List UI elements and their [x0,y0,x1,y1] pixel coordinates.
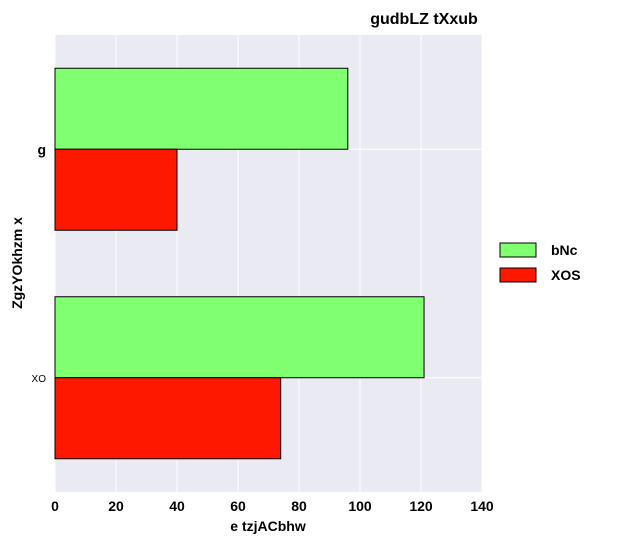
x-tick-label: 20 [108,498,124,514]
bar [54,148,178,231]
legend-swatch [499,267,537,283]
x-tick-label: 80 [291,498,307,514]
legend: bNc XOS [499,242,581,283]
x-axis-label: e tzjACbhw [230,518,306,534]
chart-title: gudbLZ tXxub [370,11,478,28]
x-tick-label: 0 [51,498,59,514]
legend-swatch [499,242,537,258]
y-axis-label: ZgzYOkhzm x [9,217,25,309]
x-tick-label: 60 [230,498,246,514]
bar [54,67,349,150]
x-tick-label: 100 [348,498,372,514]
x-tick-labels: 0 20 40 60 80 100 120 140 [51,498,494,514]
y-tick-labels: g XO [32,141,47,385]
x-tick-label: 40 [169,498,185,514]
legend-label: bNc [551,242,578,258]
x-tick-label: 140 [470,498,494,514]
legend-label: XOS [551,267,581,283]
bars [54,67,425,460]
bar [54,296,425,379]
bar [54,377,282,460]
y-tick-label: g [37,141,46,157]
y-tick-label: XO [32,374,47,385]
x-tick-label: 120 [409,498,433,514]
